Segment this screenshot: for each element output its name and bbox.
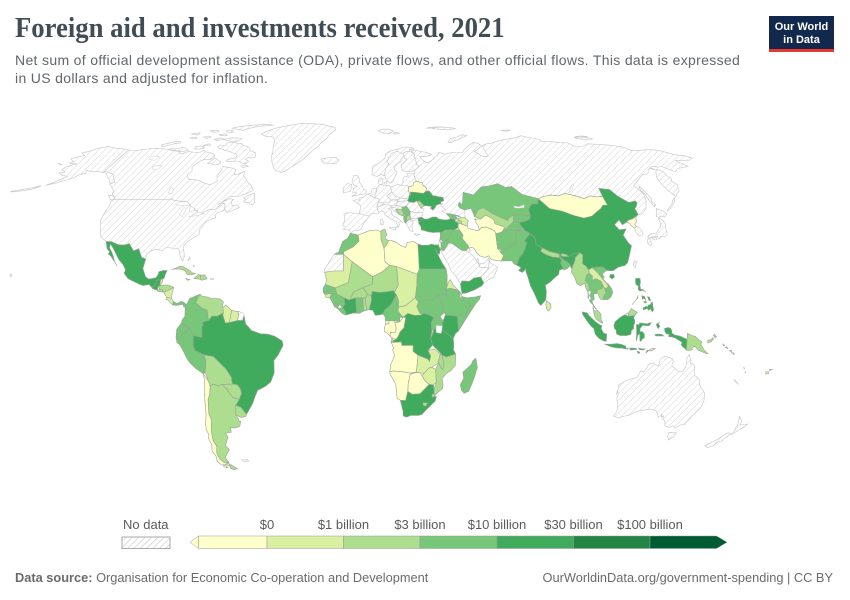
svg-text:$1 billion: $1 billion	[318, 517, 369, 532]
svg-text:$30 billion: $30 billion	[544, 517, 603, 532]
svg-text:$3 billion: $3 billion	[394, 517, 445, 532]
svg-text:$10 billion: $10 billion	[468, 517, 527, 532]
svg-text:No data: No data	[123, 517, 169, 532]
svg-text:$0: $0	[260, 517, 274, 532]
svg-text:$100 billion: $100 billion	[617, 517, 683, 532]
